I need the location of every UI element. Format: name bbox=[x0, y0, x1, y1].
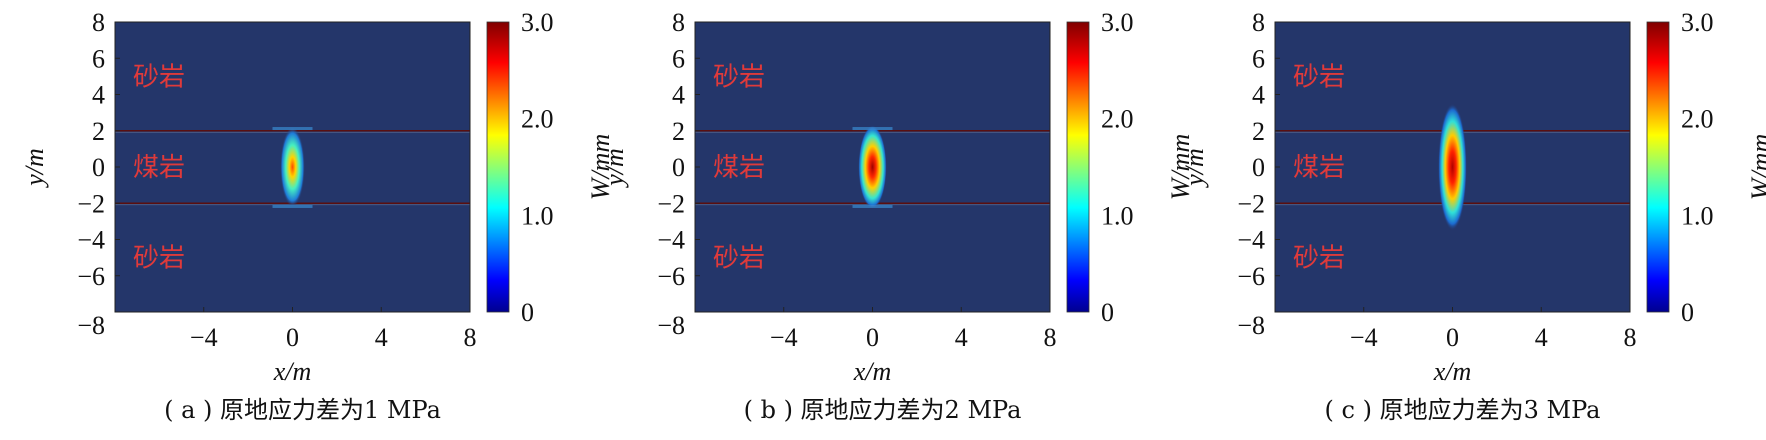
y-tick-label: 6 bbox=[92, 44, 105, 73]
y-tick-label: 4 bbox=[1252, 81, 1265, 110]
x-axis-label: x/m bbox=[273, 357, 312, 386]
y-axis-label: y/m bbox=[600, 148, 629, 189]
layer-label: 煤岩 bbox=[1293, 153, 1345, 183]
y-tick-label: 8 bbox=[1252, 8, 1265, 37]
colorbar-tick-label: 0 bbox=[521, 298, 534, 327]
colorbar-label: W/mm bbox=[1746, 134, 1766, 200]
panel-caption: ( b ) 原地应力差为2 MPa bbox=[744, 396, 1022, 424]
y-tick-label: 6 bbox=[672, 44, 685, 73]
fracture-tip-lower bbox=[852, 204, 893, 208]
y-tick-label: 8 bbox=[92, 8, 105, 37]
y-tick-label: 0 bbox=[1252, 153, 1265, 182]
colorbar bbox=[1066, 21, 1090, 313]
layer-label: 煤岩 bbox=[133, 153, 185, 183]
y-tick-label: −4 bbox=[77, 226, 105, 255]
x-tick-label: −4 bbox=[1350, 323, 1378, 352]
colorbar-tick-label: 2.0 bbox=[521, 105, 554, 134]
colorbar-tick-label: 0 bbox=[1101, 298, 1114, 327]
y-tick-label: 8 bbox=[672, 8, 685, 37]
colorbar-label: W/mm bbox=[586, 134, 615, 200]
layer-label: 砂岩 bbox=[713, 62, 765, 92]
colorbar-label: W/mm bbox=[1166, 134, 1195, 200]
colorbar-tick-label: 1.0 bbox=[1681, 201, 1714, 230]
fracture-width-field bbox=[858, 125, 887, 209]
y-tick-label: −6 bbox=[77, 262, 105, 291]
x-tick-label: 4 bbox=[1535, 323, 1548, 352]
x-tick-label: 0 bbox=[866, 323, 879, 352]
panel-caption: ( c ) 原地应力差为3 MPa bbox=[1325, 396, 1601, 424]
y-tick-label: 0 bbox=[92, 153, 105, 182]
x-tick-label: 8 bbox=[1044, 323, 1057, 352]
y-axis-label: y/m bbox=[1180, 148, 1209, 189]
y-tick-label: −4 bbox=[1237, 226, 1265, 255]
colorbar-tick-label: 3.0 bbox=[521, 8, 554, 37]
y-tick-label: −2 bbox=[77, 189, 105, 218]
colorbar-tick-label: 0 bbox=[1681, 298, 1694, 327]
fracture-tip-lower bbox=[272, 204, 313, 208]
x-tick-label: 4 bbox=[955, 323, 968, 352]
colorbar-tick-label: 2.0 bbox=[1101, 105, 1134, 134]
y-axis-label: y/m bbox=[20, 148, 49, 189]
panel-caption: ( a ) 原地应力差为1 MPa bbox=[164, 396, 441, 424]
x-axis-label: x/m bbox=[853, 357, 892, 386]
y-tick-label: 2 bbox=[92, 117, 105, 146]
y-tick-label: 2 bbox=[1252, 117, 1265, 146]
fracture-width-field bbox=[1438, 103, 1467, 231]
colorbar bbox=[486, 21, 510, 313]
y-tick-label: 2 bbox=[672, 117, 685, 146]
y-tick-label: 4 bbox=[92, 81, 105, 110]
colorbar-tick-label: 1.0 bbox=[1101, 201, 1134, 230]
y-tick-label: −4 bbox=[657, 226, 685, 255]
y-tick-label: −8 bbox=[657, 311, 685, 340]
y-tick-label: −6 bbox=[1237, 262, 1265, 291]
layer-label: 砂岩 bbox=[713, 244, 765, 274]
y-tick-label: −2 bbox=[657, 189, 685, 218]
x-tick-label: 4 bbox=[375, 323, 388, 352]
x-axis-label: x/m bbox=[1433, 357, 1472, 386]
layer-label: 砂岩 bbox=[1293, 244, 1345, 274]
x-tick-label: −4 bbox=[190, 323, 218, 352]
x-tick-label: 0 bbox=[286, 323, 299, 352]
colorbar-tick-label: 2.0 bbox=[1681, 105, 1714, 134]
y-tick-label: 0 bbox=[672, 153, 685, 182]
layer-label: 煤岩 bbox=[713, 153, 765, 183]
layer-label: 砂岩 bbox=[133, 244, 185, 274]
x-tick-label: 8 bbox=[464, 323, 477, 352]
x-tick-label: 8 bbox=[1624, 323, 1637, 352]
colorbar-tick-label: 3.0 bbox=[1101, 8, 1134, 37]
y-tick-label: −8 bbox=[77, 311, 105, 340]
colorbar bbox=[1646, 21, 1670, 313]
y-tick-label: −8 bbox=[1237, 311, 1265, 340]
colorbar-tick-label: 3.0 bbox=[1681, 8, 1714, 37]
fracture-width-field bbox=[280, 127, 305, 207]
x-tick-label: −4 bbox=[770, 323, 798, 352]
y-tick-label: −2 bbox=[1237, 189, 1265, 218]
y-tick-label: −6 bbox=[657, 262, 685, 291]
x-tick-label: 0 bbox=[1446, 323, 1459, 352]
fracture-tip-upper bbox=[272, 127, 313, 131]
y-tick-label: 4 bbox=[672, 81, 685, 110]
layer-label: 砂岩 bbox=[133, 62, 185, 92]
fracture-tip-upper bbox=[852, 127, 893, 131]
y-tick-label: 6 bbox=[1252, 44, 1265, 73]
layer-label: 砂岩 bbox=[1293, 62, 1345, 92]
colorbar-tick-label: 1.0 bbox=[521, 201, 554, 230]
